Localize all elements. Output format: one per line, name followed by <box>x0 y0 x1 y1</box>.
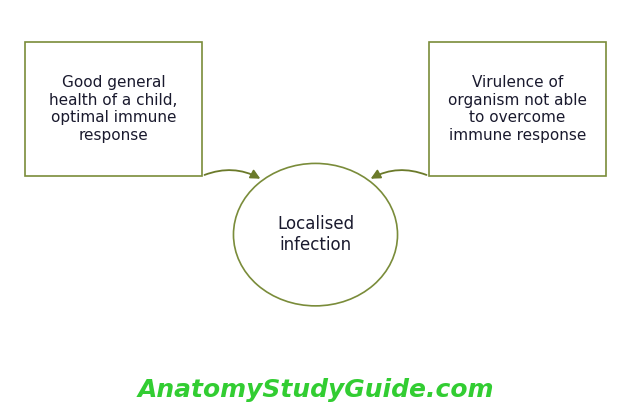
Text: Good general
health of a child,
optimal immune
response: Good general health of a child, optimal … <box>49 75 178 142</box>
FancyBboxPatch shape <box>25 42 202 176</box>
Ellipse shape <box>233 163 398 306</box>
Text: Virulence of
organism not able
to overcome
immune response: Virulence of organism not able to overco… <box>448 75 587 142</box>
FancyBboxPatch shape <box>429 42 606 176</box>
FancyArrowPatch shape <box>372 170 427 178</box>
FancyArrowPatch shape <box>204 170 259 178</box>
Text: AnatomyStudyGuide.com: AnatomyStudyGuide.com <box>138 378 493 402</box>
Text: Localised
infection: Localised infection <box>277 215 354 254</box>
